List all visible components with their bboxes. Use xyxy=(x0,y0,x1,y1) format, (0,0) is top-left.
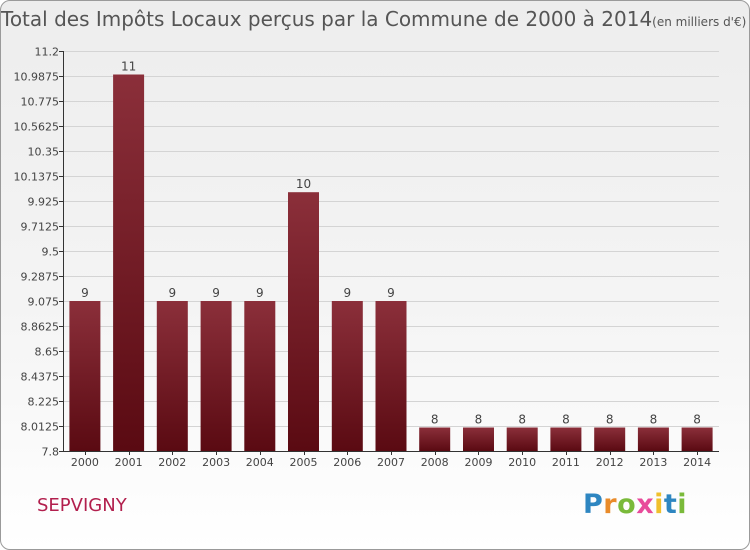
y-tick-label: 10.35 xyxy=(28,146,60,159)
data-label: 9 xyxy=(81,286,89,300)
bar xyxy=(375,301,407,451)
data-label: 9 xyxy=(256,286,264,300)
x-tick-label: 2012 xyxy=(596,456,624,469)
commune-name: SEPVIGNY xyxy=(37,495,127,516)
x-tick-label: 2000 xyxy=(71,456,99,469)
y-tick-label: 9.075 xyxy=(28,296,60,309)
bar xyxy=(550,427,582,451)
y-tick-label: 11.2 xyxy=(35,46,60,59)
y-tick-label: 10.5625 xyxy=(14,121,60,134)
bar xyxy=(200,301,232,451)
x-tick-label: 2004 xyxy=(246,456,274,469)
logo-letter: i xyxy=(677,489,688,520)
bar xyxy=(506,427,538,451)
y-tick-label: 8.225 xyxy=(28,396,60,409)
data-label: 9 xyxy=(387,286,395,300)
bar xyxy=(637,427,669,451)
y-tick-label: 10.9875 xyxy=(14,71,60,84)
x-tick-label: 2006 xyxy=(333,456,361,469)
bar xyxy=(331,301,363,451)
data-label: 9 xyxy=(168,286,176,300)
data-label: 11 xyxy=(121,60,136,74)
x-tick-label: 2002 xyxy=(158,456,186,469)
y-tick-label: 9.2875 xyxy=(21,271,60,284)
data-label: 10 xyxy=(296,177,311,191)
y-tick-label: 9.925 xyxy=(28,196,60,209)
bars xyxy=(69,74,713,451)
y-tick-label: 10.775 xyxy=(21,96,60,109)
logo-letter: r xyxy=(603,489,618,520)
x-tick-label: 2009 xyxy=(465,456,493,469)
data-label: 8 xyxy=(606,413,614,427)
y-tick-label: 10.1375 xyxy=(14,171,60,184)
bar xyxy=(463,427,494,451)
x-tick-label: 2007 xyxy=(377,456,405,469)
proxiti-logo: Proxiti xyxy=(583,489,687,520)
bar xyxy=(594,427,626,451)
y-tick-label: 9.7125 xyxy=(21,221,60,234)
y-tick-label: 9.5 xyxy=(42,246,60,259)
x-tick-label: 2014 xyxy=(683,456,711,469)
bar xyxy=(244,301,276,451)
bar xyxy=(288,192,319,451)
y-tick-label: 8.4375 xyxy=(21,371,60,384)
x-tick-label: 2013 xyxy=(639,456,667,469)
data-label: 8 xyxy=(693,413,701,427)
labels: 7.8 8.0125 8.225 8.4375 8.65 8.8625 9.075 9.287… xyxy=(14,46,712,470)
data-label: 8 xyxy=(475,413,483,427)
x-tick-label: 2011 xyxy=(552,456,580,469)
chart-title: Total des Impôts Locaux perçus par la Co… xyxy=(1,7,746,31)
y-tick-label: 7.8 xyxy=(42,446,60,459)
logo-letter: x xyxy=(636,489,655,520)
y-tick-label: 8.65 xyxy=(35,346,60,359)
y-tick-label: 8.0125 xyxy=(21,421,60,434)
bar xyxy=(113,74,145,451)
logo-letter: t xyxy=(663,489,678,520)
x-tick-label: 2008 xyxy=(421,456,449,469)
data-label: 8 xyxy=(431,413,439,427)
logo-letter: i xyxy=(654,489,664,520)
bar xyxy=(681,427,713,451)
data-label: 8 xyxy=(562,413,570,427)
x-tick-label: 2005 xyxy=(290,456,318,469)
bar xyxy=(156,301,188,451)
x-tick-label: 2003 xyxy=(202,456,230,469)
chart-title-unit: (en milliers d'€) xyxy=(652,15,747,29)
data-label: 8 xyxy=(518,413,526,427)
data-label: 9 xyxy=(212,286,220,300)
bar xyxy=(419,427,451,451)
x-tick-label: 2010 xyxy=(508,456,536,469)
data-label: 8 xyxy=(650,413,658,427)
data-label: 9 xyxy=(343,286,351,300)
chart-title-main: Total des Impôts Locaux perçus par la Co… xyxy=(1,7,653,31)
bar xyxy=(69,301,101,451)
y-tick-label: 8.8625 xyxy=(21,321,60,334)
axes xyxy=(59,51,719,455)
logo-letter: o xyxy=(617,489,637,520)
x-tick-label: 2001 xyxy=(115,456,143,469)
logo-letter: P xyxy=(583,489,604,520)
